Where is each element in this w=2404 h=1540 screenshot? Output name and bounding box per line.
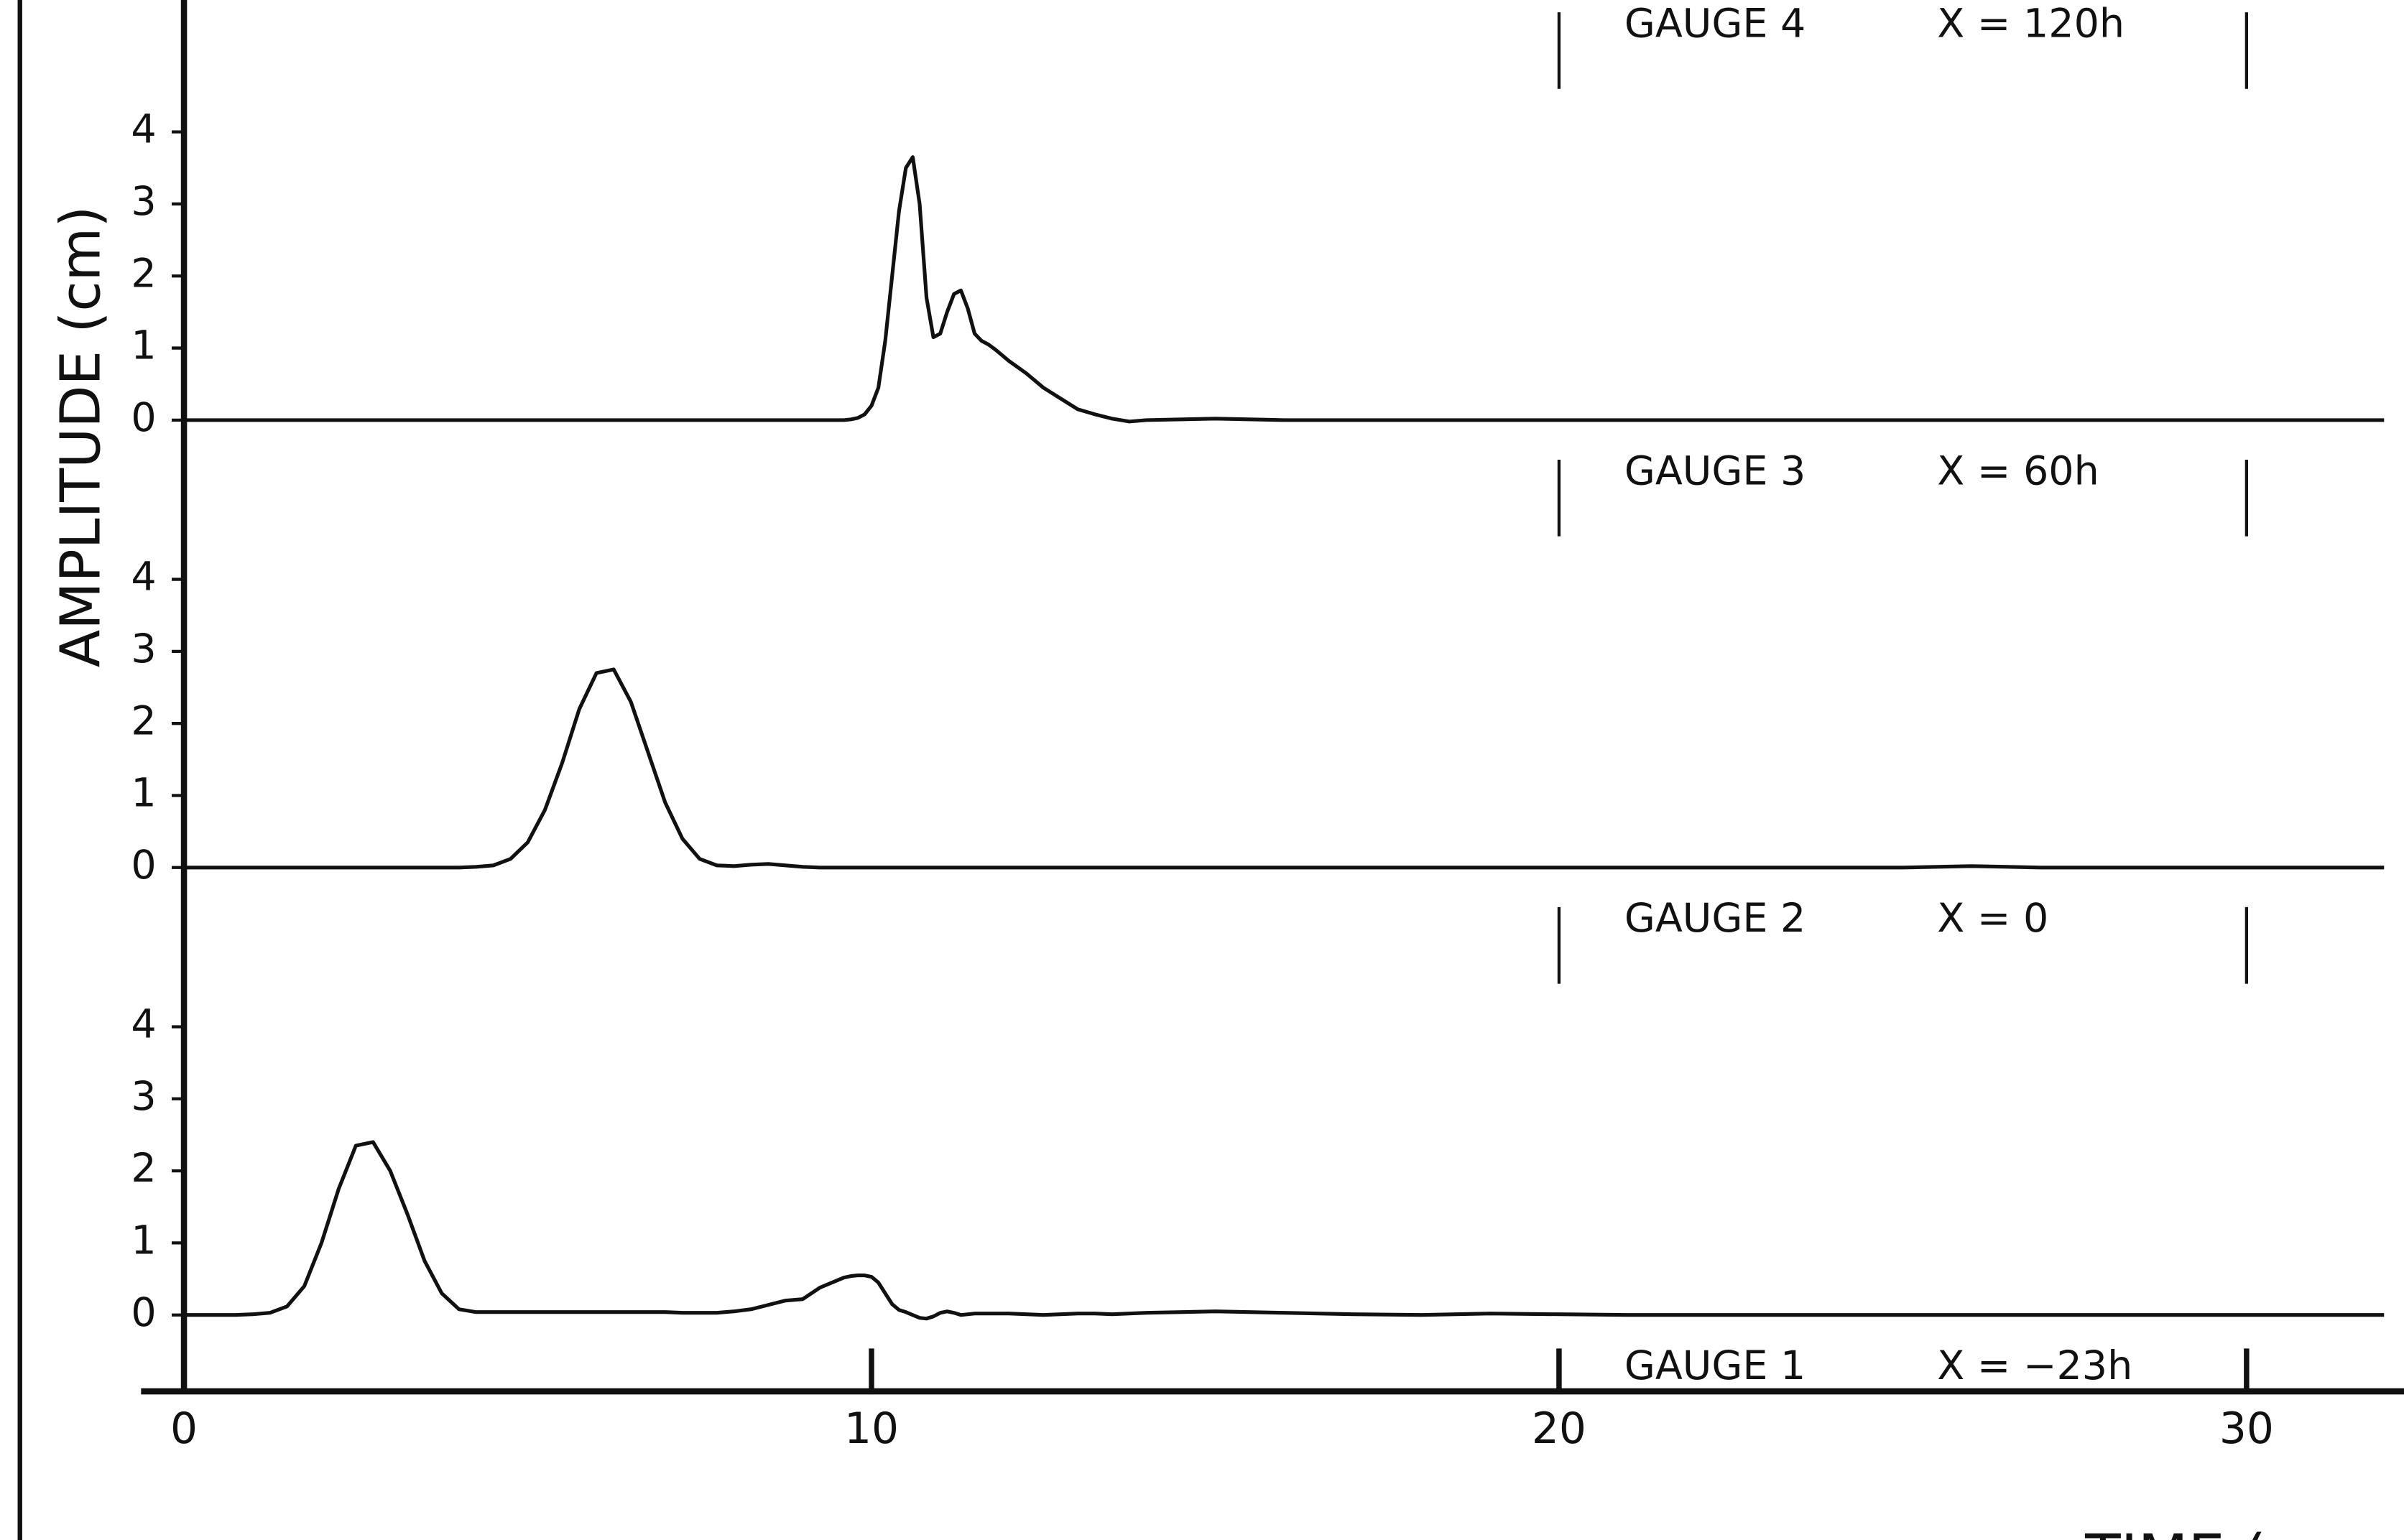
y-tick-label: 2 [131,1146,156,1192]
gauge-name: GAUGE 4 [1624,1,1806,47]
y-tick-label: 2 [131,251,156,297]
gauge-name: GAUGE 3 [1624,448,1806,494]
y-tick-label: 4 [131,1002,156,1048]
y-axis-label: AMPLITUDE (cm) [49,206,113,668]
gauge-location: X = −23h [1937,1343,2132,1389]
y-tick-label: 3 [131,626,156,672]
x-tick-label: 30 [2219,1404,2274,1454]
y-tick-label: 3 [131,1074,156,1120]
y-tick-label: 4 [131,555,156,600]
y-tick-label: 1 [131,771,156,817]
y-tick-label: 4 [131,107,156,153]
gauge-name: GAUGE 1 [1624,1343,1806,1389]
gauge-trace [184,1140,2385,1321]
y-tick-label: 0 [131,395,156,441]
y-tick-label: 2 [131,698,156,744]
gauge-location: X = 120h [1937,1,2125,47]
gauge-name: GAUGE 2 [1624,896,1806,942]
x-tick-label: 10 [844,1404,899,1454]
x-tick-label: 0 [170,1404,198,1454]
y-tick-label: 3 [131,179,156,225]
gauge-trace [184,155,2385,424]
y-tick-label: 0 [131,1290,156,1336]
gauge-trace [184,667,2385,870]
y-tick-label: 0 [131,843,156,889]
y-tick-label: 1 [131,323,156,369]
y-tick-label: 1 [131,1218,156,1264]
x-tick-label: 20 [1532,1404,1586,1454]
gauge-location: X = 60h [1937,448,2099,494]
gauge-location: X = 0 [1937,896,2048,942]
x-axis-label: TIME ( [2084,1523,2266,1540]
